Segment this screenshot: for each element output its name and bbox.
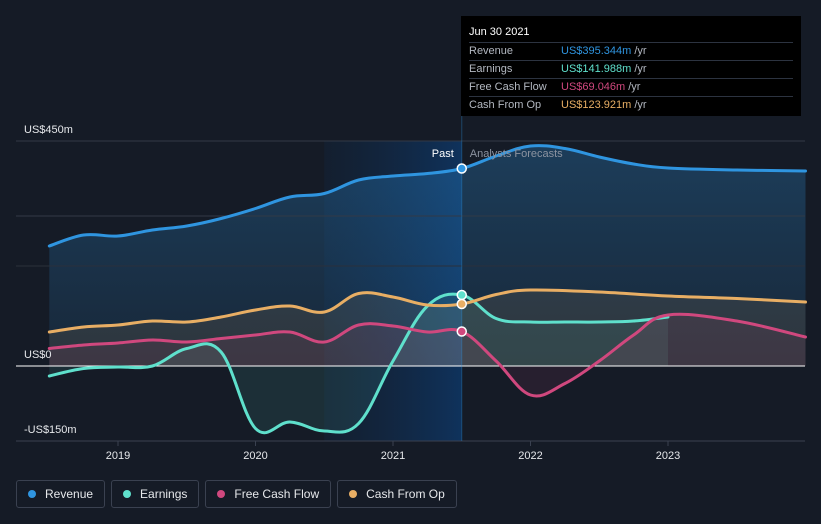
chart-area: US$450m US$0 -US$150m 2019 2020 2021 2022 2023 P… — [16, 116, 807, 462]
legend-item-free-cash-flow[interactable]: Free Cash Flow — [205, 480, 332, 508]
revenue-marker — [456, 163, 467, 174]
cash-from-op-line — [47, 288, 807, 334]
revenue-area — [49, 145, 806, 366]
y-tick-label: -US$150m — [24, 424, 77, 436]
cash-from-op-marker — [456, 298, 467, 310]
tooltip-unit: /yr — [634, 45, 647, 57]
tooltip: Jun 30 2021 Revenue US$395.344m /yr Earn… — [461, 16, 801, 116]
tooltip-row-earnings: Earnings US$141.988m /yr — [469, 61, 793, 79]
tooltip-label: Free Cash Flow — [469, 81, 547, 93]
tooltip-label: Earnings — [469, 63, 513, 75]
legend-item-cash-from-op[interactable]: Cash From Op — [337, 480, 457, 508]
tooltip-row-free-cash-flow: Free Cash Flow US$69.046m /yr — [469, 79, 793, 97]
revenue-line — [47, 144, 807, 248]
tooltip-label: Cash From Op — [469, 99, 542, 111]
tooltip-date: Jun 30 2021 — [469, 24, 793, 43]
free-cash-flow-line — [47, 312, 807, 398]
past-label: Past — [432, 148, 454, 160]
tooltip-unit: /yr — [634, 63, 647, 75]
legend-label: Free Cash Flow — [234, 487, 320, 501]
free-cash-flow-marker — [456, 326, 467, 337]
tooltip-value: US$123.921m — [561, 99, 632, 111]
forecast-label: Analysts Forecasts — [470, 148, 563, 160]
legend-label: Revenue — [45, 487, 94, 501]
earnings-marker — [456, 289, 467, 301]
legend-label: Cash From Op — [366, 487, 445, 501]
legend-dot-icon — [217, 490, 226, 498]
x-tick-label: 2020 — [243, 450, 267, 462]
tooltip-row-revenue: Revenue US$395.344m /yr — [469, 43, 793, 61]
y-tick-label: US$0 — [24, 349, 52, 361]
legend-dot-icon — [349, 490, 358, 498]
tooltip-row-cash-from-op: Cash From Op US$123.921m /yr — [469, 97, 793, 114]
legend-dot-icon — [28, 490, 36, 498]
legend-dot-icon — [123, 490, 132, 498]
legend-item-earnings[interactable]: Earnings — [111, 480, 200, 508]
tooltip-label: Revenue — [469, 45, 514, 57]
x-tick-label: 2023 — [656, 450, 680, 462]
tooltip-value: US$69.046m — [561, 81, 626, 93]
legend-label: Earnings — [140, 487, 188, 501]
x-tick-label: 2019 — [106, 450, 130, 462]
x-tick-label: 2022 — [518, 450, 542, 462]
free-cash-flow-area — [49, 314, 806, 396]
legend-item-revenue[interactable]: Revenue — [16, 480, 106, 508]
earnings-line — [47, 292, 670, 435]
tooltip-unit: /yr — [634, 99, 647, 111]
tooltip-unit: /yr — [628, 81, 641, 93]
tooltip-value: US$395.344m — [561, 45, 632, 57]
earnings-area — [49, 294, 669, 433]
legend: Revenue Earnings Free Cash Flow Cash Fro… — [16, 480, 457, 508]
tooltip-value: US$141.988m — [561, 63, 632, 75]
y-tick-label: US$450m — [24, 124, 73, 136]
x-tick-label: 2021 — [381, 450, 405, 462]
